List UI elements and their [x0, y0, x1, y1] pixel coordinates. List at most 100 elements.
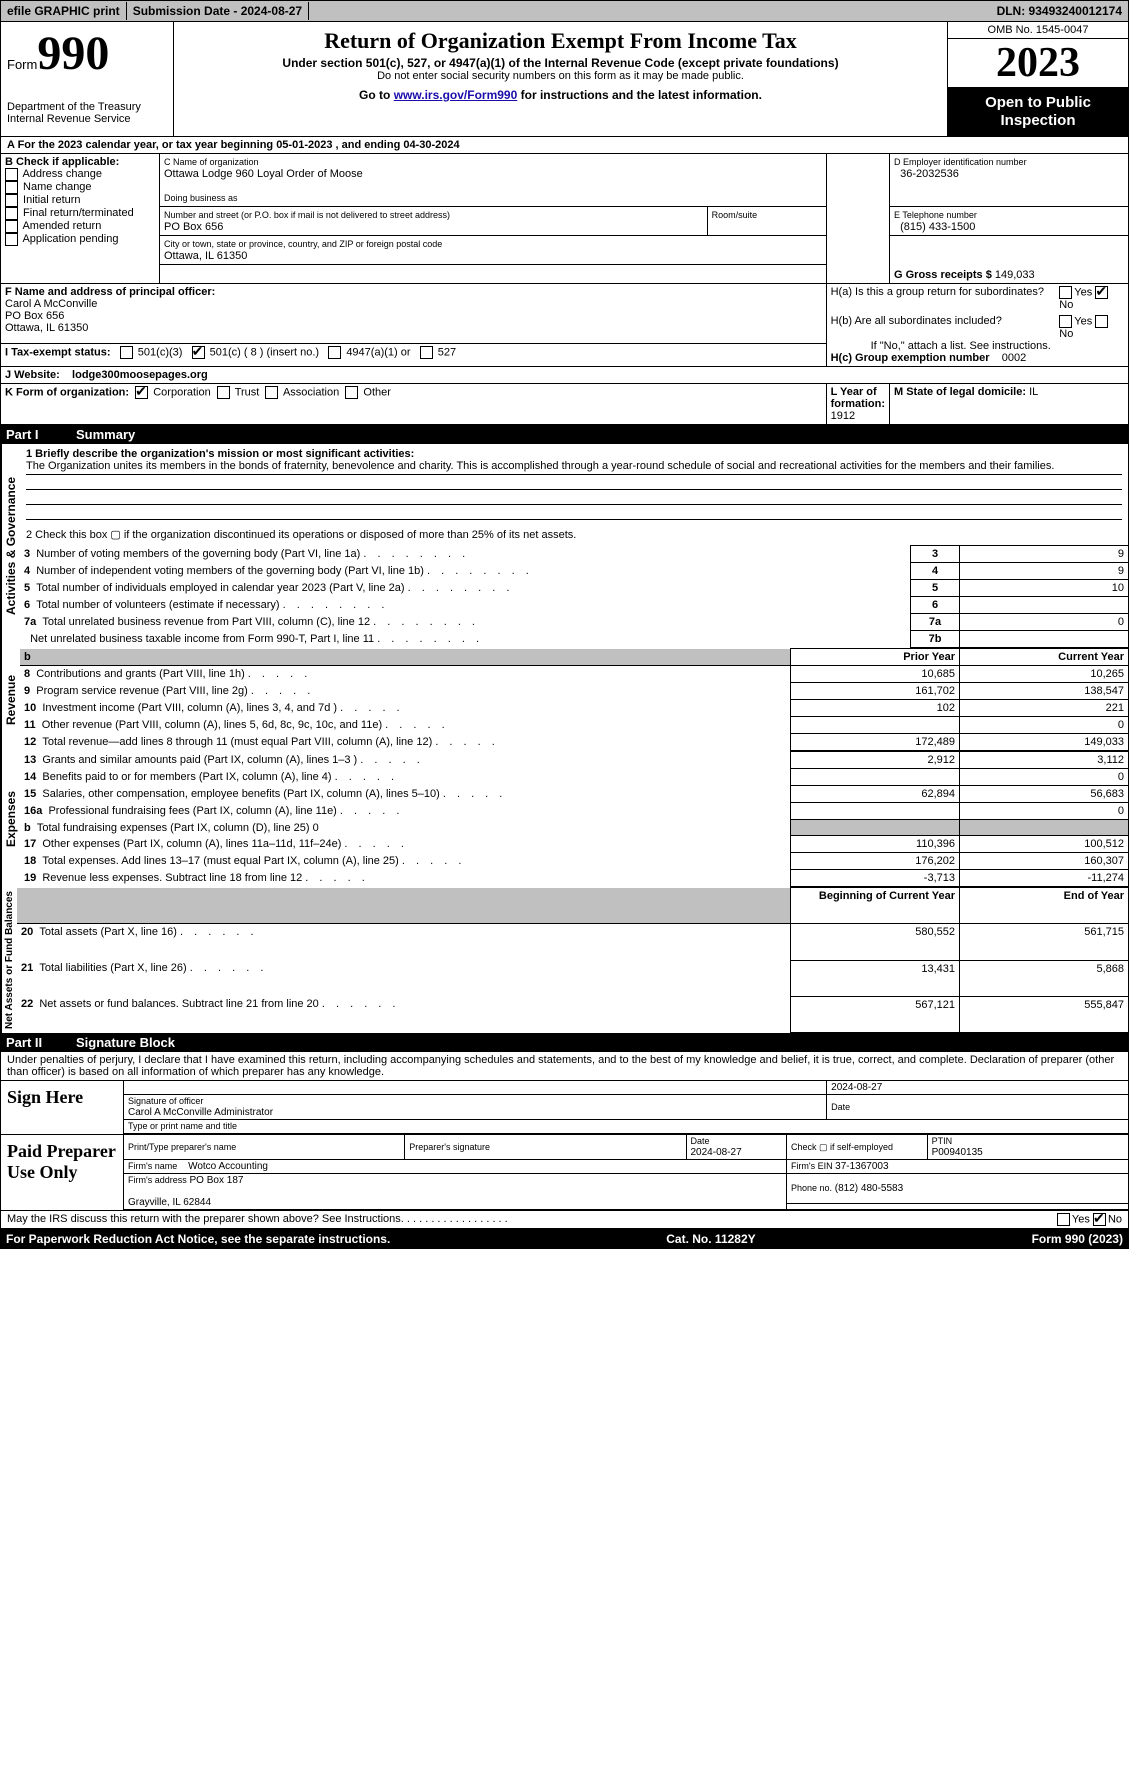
expense-row: 15 Salaries, other compensation, employe…: [20, 786, 1129, 803]
irs-link[interactable]: www.irs.gov/Form990: [394, 88, 518, 102]
row-i: I Tax-exempt status: 501(c)(3) 501(c) ( …: [1, 343, 827, 366]
revenue-row: 12 Total revenue—add lines 8 through 11 …: [20, 734, 1129, 751]
501c-checkbox[interactable]: [192, 346, 205, 359]
gov-row: 5 Total number of individuals employed i…: [20, 580, 1129, 597]
box-d: D Employer identification number 36-2032…: [890, 154, 1129, 207]
527-checkbox[interactable]: [420, 346, 433, 359]
vert-label-net: Net Assets or Fund Balances: [1, 887, 17, 1033]
revenue-table: bPrior YearCurrent Year 8 Contributions …: [20, 648, 1129, 751]
footer-mid: Cat. No. 11282Y: [666, 1232, 755, 1246]
revenue-row: 8 Contributions and grants (Part VIII, l…: [20, 666, 1129, 683]
box-g: G Gross receipts $ 149,033: [890, 236, 1129, 284]
vert-label-exp: Expenses: [1, 751, 20, 887]
gov-table: 3 Number of voting members of the govern…: [20, 545, 1129, 648]
dln: DLN: 93493240012174: [991, 2, 1128, 20]
section-expenses: Expenses 13 Grants and similar amounts p…: [0, 751, 1129, 887]
efile-label: efile GRAPHIC print: [1, 2, 127, 20]
form-number-cell: Form 990 Department of the Treasury Inte…: [1, 22, 174, 136]
top-row: Form 990 Department of the Treasury Inte…: [0, 22, 1129, 137]
row-m: M State of legal domicile: IL: [890, 384, 1129, 425]
expense-row: 19 Revenue less expenses. Subtract line …: [20, 870, 1129, 887]
form-number: 990: [37, 26, 109, 81]
row-l: L Year of formation: 1912: [826, 384, 889, 425]
section-activities-governance: Activities & Governance 1 Briefly descri…: [0, 444, 1129, 648]
row-k: K Form of organization: Corporation Trus…: [1, 384, 827, 425]
trust-checkbox[interactable]: [217, 386, 230, 399]
dept-treasury: Department of the Treasury Internal Reve…: [7, 101, 167, 125]
expense-row: 14 Benefits paid to or for members (Part…: [20, 769, 1129, 786]
section-revenue: Revenue bPrior YearCurrent Year 8 Contri…: [0, 648, 1129, 751]
box-b-checkbox[interactable]: [5, 181, 18, 194]
section-net-assets: Net Assets or Fund Balances Beginning of…: [0, 887, 1129, 1033]
box-f: F Name and address of principal officer:…: [1, 284, 827, 344]
other-checkbox[interactable]: [345, 386, 358, 399]
box-b-checkbox[interactable]: [5, 207, 18, 220]
paid-preparer-block: Paid Preparer Use Only Print/Type prepar…: [0, 1135, 1129, 1211]
gov-row: 7a Total unrelated business revenue from…: [20, 614, 1129, 631]
net-row: 21 Total liabilities (Part X, line 26) .…: [17, 960, 1129, 996]
box-b-checkbox[interactable]: [5, 194, 18, 207]
subtitle-1: Under section 501(c), 527, or 4947(a)(1)…: [180, 56, 941, 70]
sign-here-label: Sign Here: [1, 1081, 123, 1134]
title-cell: Return of Organization Exempt From Incom…: [174, 22, 948, 136]
form-title: Return of Organization Exempt From Incom…: [180, 28, 941, 54]
net-table: Beginning of Current YearEnd of Year 20 …: [17, 887, 1129, 1033]
box-b-checkbox[interactable]: [5, 233, 18, 246]
4947-checkbox[interactable]: [328, 346, 341, 359]
vert-label-rev: Revenue: [1, 648, 20, 751]
part-1-header: Part I Summary: [0, 425, 1129, 444]
gov-row: 6 Total number of volunteers (estimate i…: [20, 597, 1129, 614]
blank-row: [160, 265, 827, 284]
tax-year: 2023: [948, 39, 1128, 88]
box-c-street: Number and street (or P.O. box if mail i…: [160, 207, 708, 236]
open-public-badge: Open to Public Inspection: [948, 88, 1128, 136]
form-label: Form: [7, 57, 37, 72]
may-irs-no[interactable]: [1093, 1213, 1106, 1226]
box-c-room: Room/suite: [707, 207, 826, 236]
gov-row: Net unrelated business taxable income fr…: [20, 631, 1129, 648]
box-b-checkbox[interactable]: [5, 168, 18, 181]
expense-row: b Total fundraising expenses (Part IX, c…: [20, 820, 1129, 836]
expense-row: 13 Grants and similar amounts paid (Part…: [20, 752, 1129, 769]
assoc-checkbox[interactable]: [265, 386, 278, 399]
expense-row: 17 Other expenses (Part IX, column (A), …: [20, 836, 1129, 853]
ha-yes-checkbox[interactable]: [1059, 286, 1072, 299]
box-ha: H(a) Is this a group return for subordin…: [826, 284, 1128, 314]
may-irs-yes[interactable]: [1057, 1213, 1070, 1226]
part-2-header: Part II Signature Block: [0, 1033, 1129, 1052]
row-j: J Website: lodge300moosepages.org: [1, 367, 1129, 384]
omb-number: OMB No. 1545-0047: [948, 22, 1128, 39]
subtitle-2: Do not enter social security numbers on …: [180, 70, 941, 82]
sign-here-block: Sign Here 2024-08-27 Signature of office…: [0, 1080, 1129, 1135]
hb-yes-checkbox[interactable]: [1059, 315, 1072, 328]
footer-left: For Paperwork Reduction Act Notice, see …: [6, 1232, 390, 1246]
ha-no-checkbox[interactable]: [1095, 286, 1108, 299]
corp-checkbox[interactable]: [135, 386, 148, 399]
net-row: 22 Net assets or fund balances. Subtract…: [17, 996, 1129, 1032]
sig-date: 2024-08-27: [827, 1081, 1128, 1095]
gov-row: 4 Number of independent voting members o…: [20, 563, 1129, 580]
expense-row: 16a Professional fundraising fees (Part …: [20, 803, 1129, 820]
501c3-checkbox[interactable]: [120, 346, 133, 359]
expenses-table: 13 Grants and similar amounts paid (Part…: [20, 751, 1129, 887]
expense-row: 18 Total expenses. Add lines 13–17 (must…: [20, 853, 1129, 870]
box-c-name: C Name of organization Ottawa Lodge 960 …: [160, 154, 827, 207]
spacer-col: [826, 154, 889, 284]
penalty-text: Under penalties of perjury, I declare th…: [0, 1052, 1129, 1080]
paid-preparer-label: Paid Preparer Use Only: [1, 1135, 123, 1210]
may-irs-row: May the IRS discuss this return with the…: [0, 1211, 1129, 1229]
footer-right: Form 990 (2023): [1032, 1232, 1123, 1246]
box-hb-hc: H(b) Are all subordinates included? Yes …: [826, 313, 1128, 367]
revenue-row: 11 Other revenue (Part VIII, column (A),…: [20, 717, 1129, 734]
submission-date: Submission Date - 2024-08-27: [127, 2, 309, 20]
year-cell: OMB No. 1545-0047 2023 Open to Public In…: [948, 22, 1128, 136]
revenue-row: 10 Investment income (Part VIII, column …: [20, 700, 1129, 717]
header-bar: efile GRAPHIC print Submission Date - 20…: [0, 0, 1129, 22]
q2: 2 Check this box ▢ if the organization d…: [20, 524, 1129, 545]
box-b-checkbox[interactable]: [5, 220, 18, 233]
revenue-row: 9 Program service revenue (Part VIII, li…: [20, 683, 1129, 700]
hb-no-checkbox[interactable]: [1095, 315, 1108, 328]
box-b: B Check if applicable: Address change Na…: [1, 154, 160, 284]
footer-bar: For Paperwork Reduction Act Notice, see …: [0, 1229, 1129, 1249]
gov-row: 3 Number of voting members of the govern…: [20, 546, 1129, 563]
